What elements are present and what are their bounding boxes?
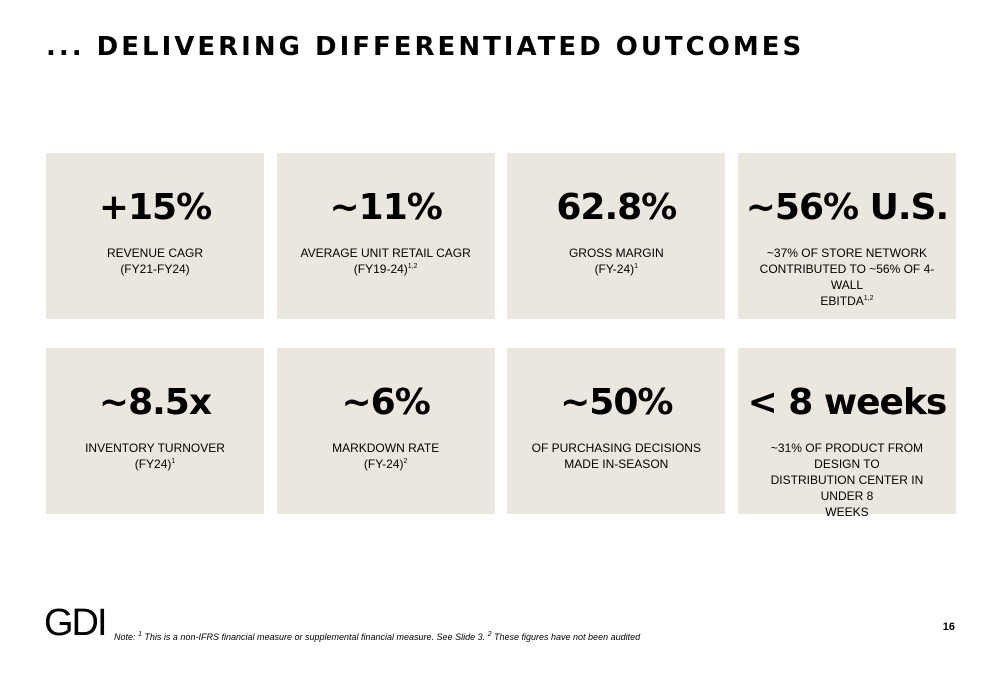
kpi-caption-line: INVENTORY TURNOVER: [85, 441, 225, 455]
kpi-value: +15%: [98, 187, 212, 228]
footnote-marker: 1,2: [407, 263, 418, 270]
kpi-tile-average-unit-retail-cagr: ~11% AVERAGE UNIT RETAIL CAGR (FY19-24)1…: [276, 153, 495, 319]
kpi-tile-purchasing-decisions: ~50% OF PURCHASING DECISIONS MADE IN-SEA…: [507, 348, 726, 514]
footnote-prefix: Note:: [114, 632, 139, 642]
kpi-value: < 8 weeks: [747, 382, 948, 423]
slide-title: ... DELIVERING DIFFERENTIATED OUTCOMES: [46, 32, 805, 62]
footnote: Note: 1 This is a non-IFRS financial mea…: [114, 631, 640, 643]
footnote-marker: 1: [138, 631, 142, 638]
kpi-tile-gross-margin: 62.8% GROSS MARGIN (FY-24)1: [507, 153, 726, 319]
kpi-caption-text: (FY24): [134, 457, 172, 471]
kpi-caption-line-with-footnote: (FY-24)1: [517, 261, 715, 277]
page-number: 16: [942, 621, 955, 633]
kpi-caption-text: (FY-24): [594, 262, 635, 276]
kpi-value: ~56% U.S.: [745, 187, 949, 228]
kpi-tile-revenue-cagr: +15% REVENUE CAGR (FY21-FY24): [46, 153, 264, 319]
kpi-caption-line-with-footnote: EBITDA1,2: [748, 293, 946, 309]
kpi-caption: INVENTORY TURNOVER (FY24)1: [56, 440, 254, 472]
kpi-caption: ~37% OF STORE NETWORK CONTRIBUTED TO ~56…: [748, 245, 946, 309]
footnote-marker: 1,2: [863, 295, 874, 302]
kpi-caption-line: ~37% OF STORE NETWORK: [766, 246, 928, 260]
kpi-caption-line: CONTRIBUTED TO ~56% OF 4-WALL: [759, 262, 935, 292]
footnote-marker: 2: [403, 458, 408, 465]
kpi-caption-line: GROSS MARGIN: [568, 246, 664, 260]
kpi-caption-text: (FY-24): [363, 457, 404, 471]
kpi-caption-line-with-footnote: (FY19-24)1,2: [287, 261, 485, 277]
kpi-caption: MARKDOWN RATE (FY-24)2: [287, 440, 485, 472]
company-logo: GDI: [44, 602, 108, 644]
kpi-caption-text: (FY19-24): [353, 262, 408, 276]
kpi-caption: REVENUE CAGR (FY21-FY24): [56, 245, 254, 277]
kpi-caption: OF PURCHASING DECISIONS MADE IN-SEASON: [517, 440, 715, 472]
kpi-caption-line: MARKDOWN RATE: [332, 441, 440, 455]
footnote-marker: 1: [634, 263, 639, 270]
kpi-caption: GROSS MARGIN (FY-24)1: [517, 245, 715, 277]
footnote-text: These figures have not been audited: [491, 632, 641, 642]
kpi-value: ~50%: [560, 382, 673, 423]
kpi-caption-line-with-footnote: (FY-24)2: [287, 456, 485, 472]
kpi-caption-line: AVERAGE UNIT RETAIL CAGR: [300, 246, 471, 260]
kpi-caption-line: REVENUE CAGR: [106, 246, 204, 260]
kpi-caption: AVERAGE UNIT RETAIL CAGR (FY19-24)1,2: [287, 245, 485, 277]
kpi-caption-line: MADE IN-SEASON: [564, 457, 669, 471]
kpi-tile-inventory-turnover: ~8.5x INVENTORY TURNOVER (FY24)1: [46, 348, 264, 514]
kpi-caption-text: EBITDA: [820, 294, 864, 308]
footnote-marker: 1: [171, 458, 176, 465]
kpi-tile-us-store-network: ~56% U.S. ~37% OF STORE NETWORK CONTRIBU…: [737, 153, 956, 319]
kpi-caption-line: OF PURCHASING DECISIONS: [531, 441, 701, 455]
kpi-tiles-grid: +15% REVENUE CAGR (FY21-FY24) ~11% AVERA…: [46, 153, 956, 519]
kpi-value: ~6%: [341, 382, 431, 423]
kpi-caption-line-with-footnote: (FY24)1: [56, 456, 254, 472]
kpi-tile-design-to-distribution: < 8 weeks ~31% OF PRODUCT FROM DESIGN TO…: [737, 348, 956, 519]
kpi-value: 62.8%: [556, 187, 677, 228]
kpi-tile-markdown-rate: ~6% MARKDOWN RATE (FY-24)2: [276, 348, 495, 514]
kpi-caption-line: DISTRIBUTION CENTER IN UNDER 8: [770, 473, 924, 503]
footnote-marker: 2: [487, 631, 492, 638]
footnote-text: This is a non-IFRS financial measure or …: [141, 632, 488, 642]
kpi-value: ~11%: [329, 187, 442, 228]
kpi-caption-line: (FY21-FY24): [120, 262, 190, 276]
kpi-caption: ~31% OF PRODUCT FROM DESIGN TO DISTRIBUT…: [748, 440, 946, 520]
kpi-caption-line: WEEKS: [825, 505, 869, 519]
kpi-value: ~8.5x: [98, 382, 212, 423]
kpi-caption-line: ~31% OF PRODUCT FROM DESIGN TO: [770, 441, 924, 471]
